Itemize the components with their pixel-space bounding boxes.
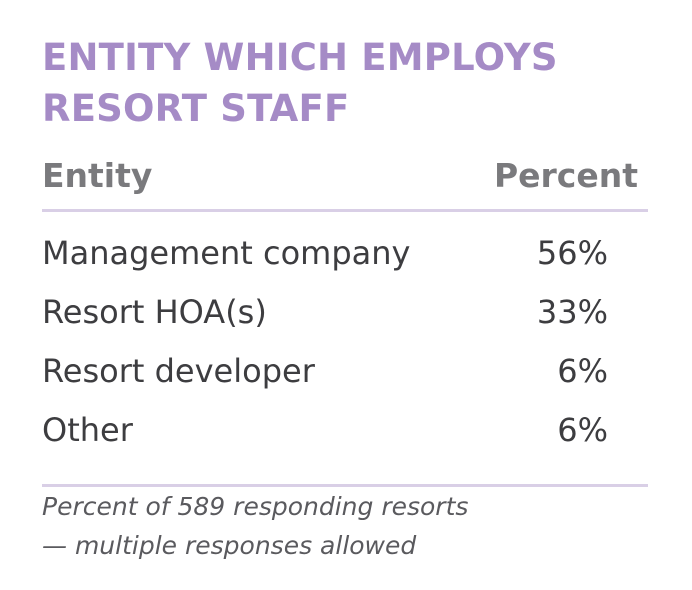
table-row: Resort HOA(s) 33% <box>42 289 648 348</box>
row-percent: 6% <box>557 411 608 449</box>
entity-table: Entity Percent Management company 56% Re… <box>42 150 648 487</box>
table-row: Other 6% <box>42 407 648 466</box>
table-header: Entity Percent <box>42 150 648 212</box>
table-row: Management company 56% <box>42 230 648 289</box>
title-line-2: RESORT STAFF <box>42 87 350 130</box>
row-percent: 6% <box>557 352 608 390</box>
row-entity: Resort HOA(s) <box>42 293 267 331</box>
row-entity: Other <box>42 411 133 449</box>
row-percent: 56% <box>536 234 608 272</box>
footnote-line-2: — multiple responses allowed <box>42 531 417 560</box>
row-entity: Management company <box>42 234 411 272</box>
page-title: ENTITY WHICH EMPLOYS RESORT STAFF <box>42 32 662 134</box>
footnote-line-1: Percent of 589 responding resorts <box>42 492 469 521</box>
row-entity: Resort developer <box>42 352 315 390</box>
row-percent: 33% <box>536 293 608 331</box>
table-row: Resort developer 6% <box>42 348 648 407</box>
title-line-1: ENTITY WHICH EMPLOYS <box>42 36 558 79</box>
footnote: Percent of 589 responding resorts — mult… <box>42 487 662 565</box>
table-body: Management company 56% Resort HOA(s) 33%… <box>42 212 648 487</box>
header-percent: Percent <box>493 156 638 195</box>
header-entity: Entity <box>42 156 153 195</box>
